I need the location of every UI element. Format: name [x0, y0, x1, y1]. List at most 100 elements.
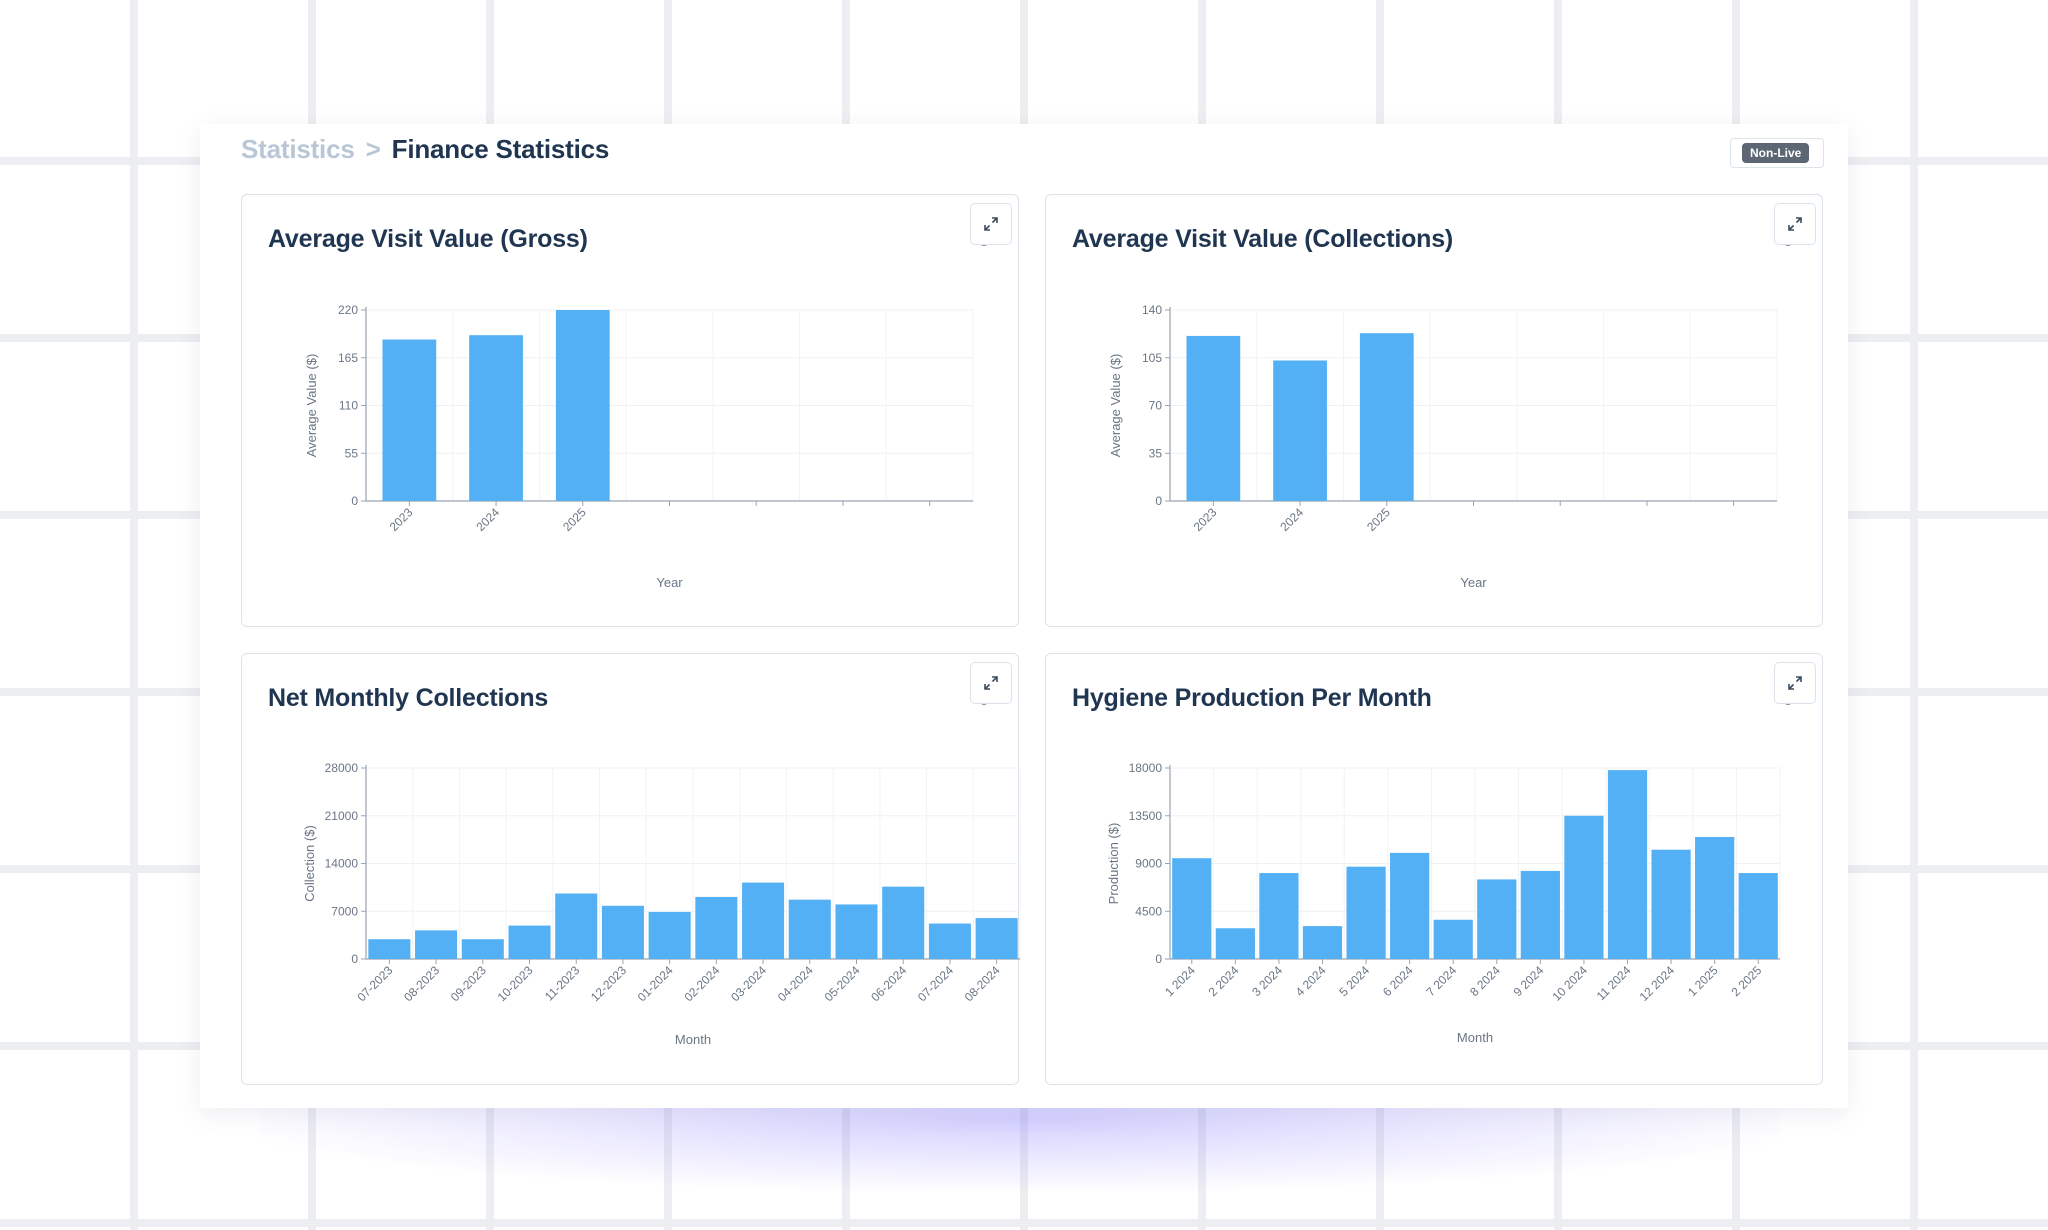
bar — [1564, 815, 1604, 959]
bar — [1477, 879, 1517, 959]
y-tick-label: 55 — [345, 446, 359, 460]
bar — [368, 939, 411, 959]
chart-card-net-monthly-collections: Net Monthly Collections 0 7000 14000 21000 2… — [241, 653, 1021, 1085]
chart-plot: 0 4500 9000 13500 18000 1 2024 2 2024 3 2024 4 2… — [1106, 761, 1781, 1045]
panel-glow — [260, 1100, 1780, 1190]
y-tick-label: 140 — [1142, 303, 1162, 317]
bar — [1359, 333, 1414, 501]
y-tick-label: 28000 — [325, 761, 359, 775]
bar — [555, 310, 610, 501]
x-tick-label: 3 2024 — [1249, 963, 1285, 999]
x-tick-label: 08-2024 — [962, 963, 1003, 1004]
x-tick-label: 05-2024 — [822, 963, 863, 1004]
y-tick-label: 14000 — [325, 857, 359, 871]
chart-title: Average Visit Value (Gross) — [268, 225, 588, 253]
bar — [1273, 360, 1327, 501]
bar — [1302, 926, 1343, 959]
x-tick-label: 01-2024 — [635, 963, 676, 1004]
breadcrumb-root-link[interactable]: Statistics — [241, 134, 355, 164]
bar — [1651, 849, 1691, 959]
y-tick-label: 105 — [1142, 351, 1162, 365]
chart-title: Hygiene Production Per Month — [1072, 684, 1432, 712]
chart-title: Net Monthly Collections — [268, 684, 549, 712]
breadcrumb: Statistics > Finance Statistics — [241, 134, 609, 165]
y-tick-label: 13500 — [1129, 809, 1163, 823]
x-tick-label: 5 2024 — [1336, 963, 1372, 999]
bar — [1390, 852, 1430, 959]
expand-button[interactable] — [970, 662, 1012, 704]
y-axis-title: Average Value ($) — [304, 354, 319, 458]
x-tick-label: 2024 — [1277, 505, 1306, 534]
x-tick-label: 6 2024 — [1380, 963, 1416, 999]
y-tick-label: 220 — [338, 303, 358, 317]
bar — [1520, 870, 1560, 959]
bar — [1259, 873, 1299, 959]
chart-card-avg-visit-collections: Average Visit Value (Collections) 0 35 70 1… — [1045, 194, 1823, 627]
x-axis-title: Year — [656, 575, 683, 590]
x-tick-label: 7 2024 — [1423, 963, 1459, 999]
bar — [461, 939, 504, 959]
y-tick-label: 7000 — [331, 904, 358, 918]
y-tick-label: 9000 — [1135, 857, 1162, 871]
x-tick-label: 10 2024 — [1549, 963, 1590, 1004]
x-tick-label: 10-2023 — [495, 963, 536, 1004]
x-tick-label: 4 2024 — [1293, 963, 1329, 999]
x-tick-label: 02-2024 — [681, 963, 722, 1004]
x-tick-label: 12-2023 — [588, 963, 629, 1004]
y-tick-label: 165 — [338, 351, 358, 365]
x-tick-label: 2023 — [387, 505, 416, 534]
x-tick-label: 09-2023 — [448, 963, 489, 1004]
expand-button[interactable] — [1774, 203, 1816, 245]
x-tick-label: 8 2024 — [1467, 963, 1503, 999]
bar — [835, 904, 878, 959]
y-tick-label: 35 — [1149, 446, 1163, 460]
y-tick-label: 70 — [1149, 399, 1163, 413]
y-axis-title: Average Value ($) — [1108, 354, 1123, 458]
bar — [469, 335, 523, 501]
bar — [928, 923, 971, 959]
y-axis-title: Collection ($) — [302, 825, 317, 902]
bar — [1346, 866, 1386, 959]
bar — [788, 899, 831, 959]
bar — [1738, 873, 1778, 959]
x-tick-label: 07-2023 — [354, 963, 395, 1004]
x-tick-label: 1 2024 — [1162, 963, 1198, 999]
y-tick-label: 0 — [1155, 952, 1162, 966]
x-tick-label: 04-2024 — [775, 963, 816, 1004]
bar — [1186, 335, 1241, 501]
bar — [1607, 770, 1648, 959]
bar — [1695, 836, 1735, 959]
status-badge: Non-Live — [1742, 143, 1810, 163]
chart-plot: 0 7000 14000 21000 28000 07-2023 08-2023 09-202… — [302, 761, 1021, 1047]
chart-plot: 0 55 110 165 220 2023 2024 2025 Average Value ($… — [304, 303, 974, 590]
bar — [1433, 919, 1473, 959]
expand-arrows-icon — [1788, 217, 1802, 231]
x-axis-title: Year — [1460, 575, 1487, 590]
status-badge-container: Non-Live — [1730, 138, 1824, 168]
y-tick-label: 18000 — [1129, 761, 1163, 775]
x-tick-label: 1 2025 — [1685, 963, 1721, 999]
x-tick-label: 2025 — [1364, 505, 1393, 534]
chart-card-avg-visit-gross: Average Visit Value (Gross) 0 55 110 165 220… — [241, 194, 1019, 627]
expand-button[interactable] — [970, 203, 1012, 245]
bar — [555, 893, 598, 959]
bar — [601, 905, 644, 959]
y-tick-label: 21000 — [325, 809, 359, 823]
bar — [695, 896, 738, 959]
x-tick-label: 06-2024 — [868, 963, 909, 1004]
y-tick-label: 0 — [351, 952, 358, 966]
expand-arrows-icon — [984, 676, 998, 690]
x-tick-label: 9 2024 — [1511, 963, 1547, 999]
x-axis-title: Month — [1457, 1030, 1493, 1045]
bar — [882, 886, 925, 959]
x-tick-label: 2 2024 — [1206, 963, 1242, 999]
bar — [508, 925, 551, 959]
expand-button[interactable] — [1774, 662, 1816, 704]
expand-arrows-icon — [1788, 676, 1802, 690]
y-tick-label: 0 — [1155, 494, 1162, 508]
breadcrumb-separator: > — [365, 134, 381, 164]
bar — [975, 918, 1018, 959]
chart-title: Average Visit Value (Collections) — [1072, 225, 1454, 253]
x-tick-label: 2 2025 — [1728, 963, 1764, 999]
y-tick-label: 110 — [339, 399, 358, 413]
